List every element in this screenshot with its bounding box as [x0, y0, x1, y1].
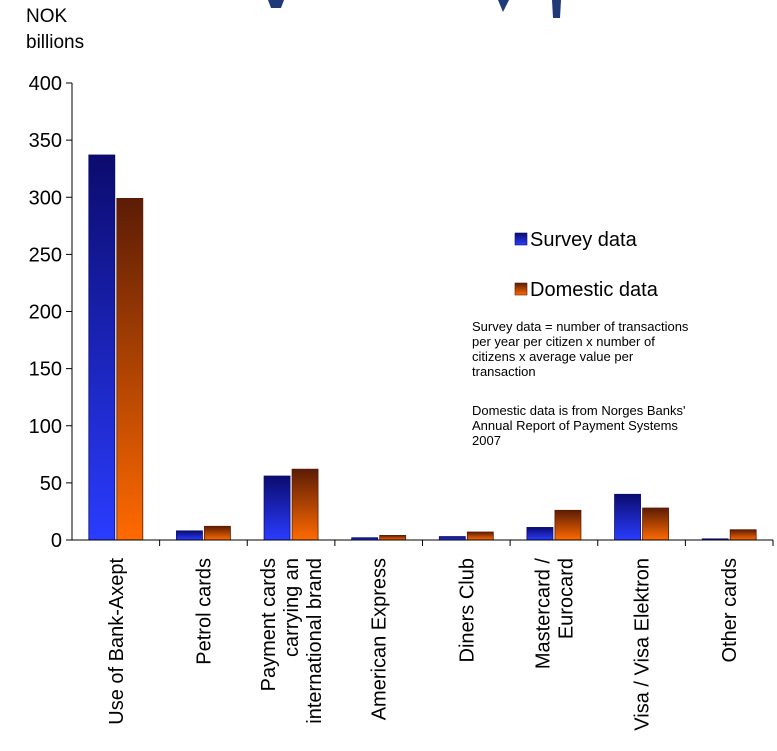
annotation-block: Domestic data is from Norges Banks'Annua… [472, 403, 685, 448]
category-label: Other cards [719, 558, 741, 662]
unit-label-line: billions [26, 32, 84, 53]
category-label: Use of Bank-Axept [106, 558, 128, 725]
category-label: Visa / Visa Elektron [632, 558, 654, 731]
legend-swatch [514, 232, 528, 246]
bar-domestic-data [379, 535, 407, 541]
bar-survey-data [526, 527, 554, 541]
annotation-line: 2007 [472, 433, 501, 448]
category-labels: Use of Bank-Axept Petrol cards Payment car… [106, 558, 741, 731]
category-label-line: Eurocard [555, 558, 577, 639]
y-tick-label: 400 [29, 73, 62, 95]
category-label-line: international brand [304, 558, 326, 724]
annotation-line: Survey data = number of transactions [472, 319, 689, 334]
bars [88, 154, 757, 541]
y-tick-label: 300 [29, 187, 62, 209]
bar-survey-data [614, 493, 641, 541]
category-label-line: Use of Bank-Axept [106, 558, 128, 725]
y-tick-label: 150 [29, 359, 62, 381]
category-label: Diners Club [456, 558, 478, 662]
bar-domestic-data [466, 531, 494, 541]
annotation-block: Survey data = number of transactionsper … [472, 319, 689, 379]
category-label: Mastercard / Eurocard [532, 558, 577, 670]
bar-domestic-data [642, 507, 669, 541]
category-label: American Express [369, 558, 391, 720]
annotations: Survey data = number of transactionsper … [472, 319, 689, 448]
category-label-line: Payment cards [258, 558, 280, 691]
bar-survey-data [438, 536, 466, 541]
annotation-line: citizens x average value per [472, 349, 634, 364]
legend-swatch [514, 282, 528, 296]
y-tick-label: 100 [29, 416, 62, 438]
bar-domestic-data [116, 197, 144, 541]
category-label-line: carrying an [281, 558, 303, 657]
legend: Survey data Domestic data [514, 229, 659, 301]
category-label-line: Diners Club [456, 558, 478, 662]
unit-label-line: NOK [26, 6, 68, 27]
y-axis-unit-label: NOK billions [26, 6, 84, 53]
y-tick-label: 250 [29, 244, 62, 266]
legend-label: Survey data [530, 229, 638, 251]
category-label-line: Other cards [719, 558, 741, 662]
y-tick-label: 200 [29, 302, 62, 324]
bar-domestic-data [554, 509, 582, 541]
y-axis: 0 50 100 150 200 250 300 350 400 [29, 73, 73, 552]
annotation-line: Domestic data is from Norges Banks' [472, 403, 685, 418]
y-tick-label: 50 [40, 473, 62, 495]
annotation-line: per year per citizen x number of [472, 334, 655, 349]
bar-domestic-data [291, 468, 319, 541]
annotation-line: transaction [472, 364, 536, 379]
annotation-line: Annual Report of Payment Systems [472, 418, 678, 433]
title-fragment [268, 0, 561, 18]
bar-survey-data [176, 530, 203, 541]
legend-label: Domestic data [530, 279, 659, 301]
category-label-line: Mastercard / [532, 558, 554, 670]
category-label: Payment cards carrying an international br… [258, 558, 326, 724]
bar-domestic-data [729, 529, 757, 541]
category-label-line: American Express [369, 558, 391, 720]
bar-survey-data [263, 475, 291, 541]
category-label-line: Petrol cards [193, 558, 215, 665]
x-axis [72, 539, 774, 546]
category-label-line: Visa / Visa Elektron [632, 558, 654, 731]
y-tick-label: 350 [29, 130, 62, 152]
bar-survey-data [88, 154, 116, 541]
bar-domestic-data [204, 525, 231, 541]
category-label: Petrol cards [193, 558, 215, 665]
y-tick-label: 0 [51, 530, 62, 552]
